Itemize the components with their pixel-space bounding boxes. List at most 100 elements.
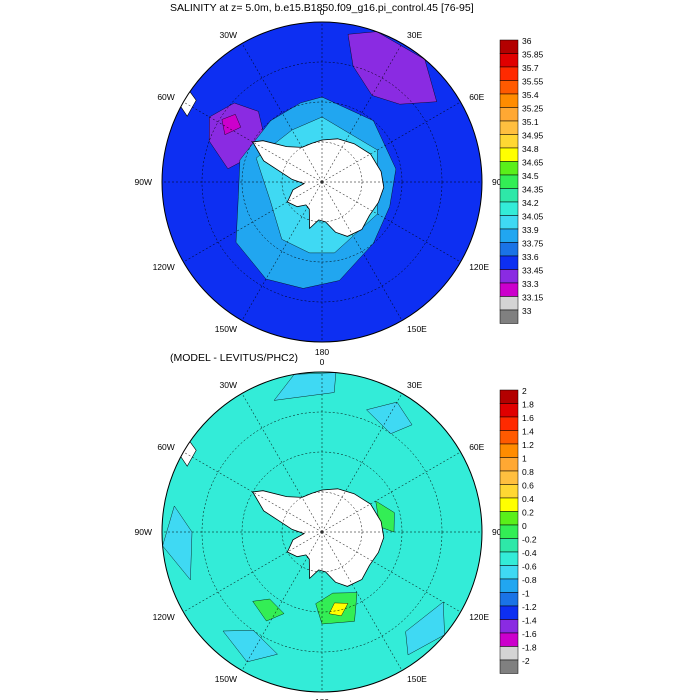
longitude-label: 90W bbox=[135, 177, 152, 187]
colorbar-label: 33.9 bbox=[522, 225, 539, 235]
colorbar-swatch bbox=[499, 389, 519, 404]
panel-title-salinity: SALINITY at z= 5.0m, b.e15.B1850.f09_g16… bbox=[170, 2, 474, 14]
meridian-line bbox=[241, 43, 323, 183]
longitude-label: 60W bbox=[157, 442, 174, 452]
colorbar-label: 35.85 bbox=[522, 50, 544, 60]
colorbar-label: 1.2 bbox=[522, 440, 534, 450]
colorbar-label: -1.8 bbox=[522, 643, 537, 653]
colorbar-label: 1.6 bbox=[522, 413, 534, 423]
longitude-label: 120E bbox=[469, 612, 489, 622]
panel-title-difference: (MODEL - LEVITUS/PHC2) bbox=[170, 352, 298, 364]
longitude-label: 60E bbox=[469, 442, 484, 452]
low-salinity-patch bbox=[221, 114, 242, 135]
colorbar-swatch bbox=[499, 632, 519, 647]
colorbar-swatch bbox=[499, 296, 519, 311]
longitude-label: 30W bbox=[220, 380, 237, 390]
colorbar-swatch bbox=[499, 309, 519, 324]
meridian-line bbox=[321, 531, 461, 613]
colorbar-swatch bbox=[499, 457, 519, 472]
colorbar-label: 35.4 bbox=[522, 90, 539, 100]
longitude-label: 30E bbox=[407, 30, 422, 40]
negative-anomaly-region bbox=[366, 401, 413, 434]
longitude-label: 120W bbox=[153, 612, 175, 622]
colorbar-label: -0.2 bbox=[522, 535, 537, 545]
colorbar-label: 35.55 bbox=[522, 77, 544, 87]
map-border bbox=[161, 21, 483, 343]
colorbar-label: 34.2 bbox=[522, 198, 539, 208]
map-border bbox=[161, 371, 483, 693]
negative-anomaly-region bbox=[162, 505, 193, 581]
colorbar-swatch bbox=[499, 134, 519, 149]
colorbar: 36 35.85 35.7 35.55 35.4 35.25 35.1 34.95 34.8 34… bbox=[499, 36, 544, 324]
longitude-label: 150E bbox=[407, 324, 427, 334]
colorbar-swatch bbox=[499, 174, 519, 189]
longitude-label: 0 bbox=[320, 7, 325, 17]
colorbar-swatch bbox=[499, 565, 519, 580]
longitude-label: 180 bbox=[315, 347, 329, 357]
meridian-line bbox=[241, 181, 323, 321]
colorbar-label: -0.8 bbox=[522, 575, 537, 585]
colorbar-label: -1 bbox=[522, 589, 530, 599]
colorbar-swatch bbox=[499, 215, 519, 230]
colorbar-label: -1.4 bbox=[522, 616, 537, 626]
meridian-line bbox=[321, 43, 403, 183]
colorbar-swatch bbox=[499, 107, 519, 122]
negative-anomaly-region bbox=[405, 601, 445, 656]
colorbar-swatch bbox=[499, 39, 519, 54]
colorbar-swatch bbox=[499, 484, 519, 499]
colorbar-label: 1.8 bbox=[522, 400, 534, 410]
colorbar-label: 1 bbox=[522, 454, 527, 464]
colorbar-label: 33.45 bbox=[522, 266, 544, 276]
colorbar-label: 33.3 bbox=[522, 279, 539, 289]
colorbar-swatch bbox=[499, 201, 519, 216]
longitude-label: 90E bbox=[492, 177, 507, 187]
colorbar-label: 34.8 bbox=[522, 144, 539, 154]
longitude-label: 60W bbox=[157, 92, 174, 102]
meridian-line bbox=[321, 181, 461, 263]
colorbar-label: 35.25 bbox=[522, 104, 544, 114]
colorbar-swatch bbox=[499, 269, 519, 284]
colorbar-swatch bbox=[499, 147, 519, 162]
meridian-line bbox=[321, 181, 403, 321]
colorbar-swatch bbox=[499, 228, 519, 243]
longitude-label: 30E bbox=[407, 380, 422, 390]
meridian-line bbox=[183, 181, 323, 263]
colorbar-label: 33.6 bbox=[522, 252, 539, 262]
graticule bbox=[162, 22, 482, 342]
colorbar-swatch bbox=[499, 430, 519, 445]
colorbar-label: 33.75 bbox=[522, 239, 544, 249]
longitude-label: 30W bbox=[220, 30, 237, 40]
map-panel-salinity: 0 30E 60E 90E 120E 150E 180 150W 120W 90W 60W 30W 36… bbox=[135, 7, 544, 357]
longitude-label: 90E bbox=[492, 527, 507, 537]
colorbar-label: 35.7 bbox=[522, 63, 539, 73]
meridian-line bbox=[321, 393, 403, 533]
longitude-label: 60E bbox=[469, 92, 484, 102]
colorbar-swatch bbox=[499, 282, 519, 297]
colorbar-swatch bbox=[499, 53, 519, 68]
longitude-label: 150E bbox=[407, 674, 427, 684]
longitude-label: 150W bbox=[215, 324, 237, 334]
colorbar-swatch bbox=[499, 161, 519, 176]
longitude-label: 150W bbox=[215, 674, 237, 684]
colorbar-swatch bbox=[499, 578, 519, 593]
colorbar-label: 33 bbox=[522, 306, 532, 316]
colorbar-label: 0.8 bbox=[522, 467, 534, 477]
colorbar-swatch bbox=[499, 188, 519, 203]
positive-anomaly-region bbox=[252, 598, 285, 622]
map-panel-difference: 0 30E 60E 90E 120E 150E 180 150W 120W 90W 60W 30W 2 1… bbox=[135, 357, 537, 700]
colorbar-swatch bbox=[499, 592, 519, 607]
colorbar-label: 0 bbox=[522, 521, 527, 531]
colorbar-swatch bbox=[499, 646, 519, 661]
colorbar-swatch bbox=[499, 619, 519, 634]
colorbar-swatch bbox=[499, 551, 519, 566]
colorbar: 2 1.8 1.6 1.4 1.2 1 0.8 0.6 0.4 0.2 0 -0.2 -0.4 -0.6 -… bbox=[499, 386, 537, 674]
longitude-label: 90W bbox=[135, 527, 152, 537]
antarctica-land bbox=[252, 488, 385, 587]
colorbar-label: 35.1 bbox=[522, 117, 539, 127]
colorbar-label: -1.6 bbox=[522, 629, 537, 639]
colorbar-label: -0.4 bbox=[522, 548, 537, 558]
longitude-label: 0 bbox=[320, 357, 325, 367]
colorbar-swatch bbox=[499, 93, 519, 108]
colorbar-label: 2 bbox=[522, 386, 527, 396]
